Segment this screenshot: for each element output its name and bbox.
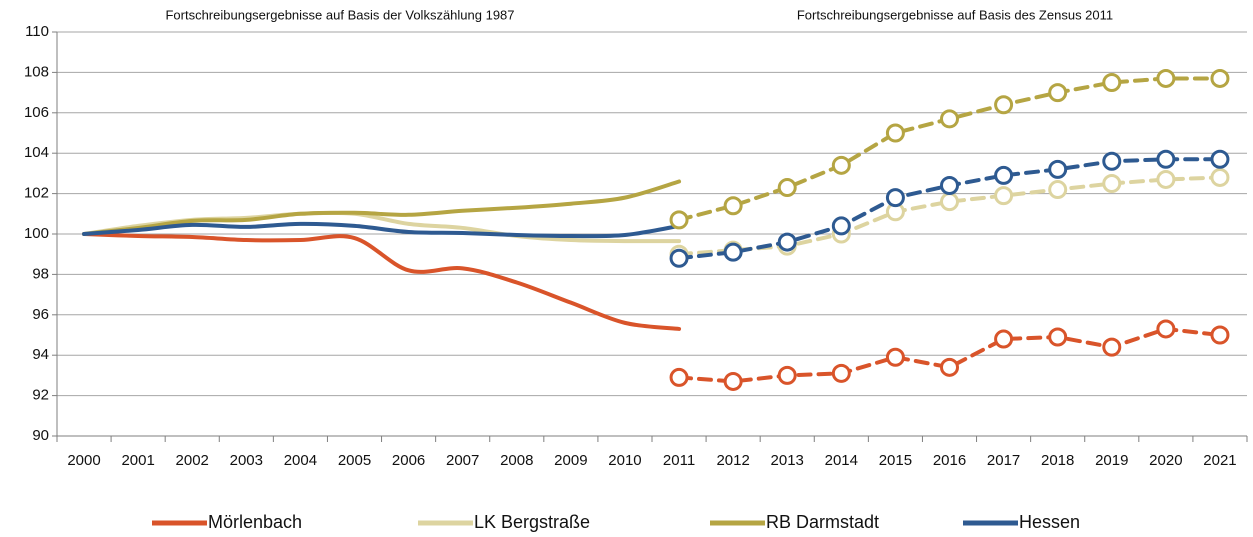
x-tick-label: 2014 [825,452,858,469]
marker [1156,169,1176,189]
y-tick-label: 106 [24,104,49,121]
x-tick-label: 2010 [608,452,641,469]
x-tick-label: 2009 [554,452,587,469]
x-tick-label: 2008 [500,452,533,469]
y-tick-label: 104 [24,144,49,161]
marker [1048,327,1068,347]
x-tick-label: 2015 [879,452,912,469]
x-tick-label: 2013 [771,452,804,469]
line [82,221,682,239]
marker [1156,319,1176,339]
marker [723,196,743,216]
marker [885,188,905,208]
marker [1210,325,1230,345]
x-tick-label: 2006 [392,452,425,469]
x-tick-label: 2000 [67,452,100,469]
x-tick-label: 2007 [446,452,479,469]
x-tick-label: 2021 [1203,452,1236,469]
line [82,232,682,331]
x-tick-label: 2012 [716,452,749,469]
legend-label: Hessen [1019,512,1080,532]
legend-label: Mörlenbach [208,512,302,532]
y-tick-label: 110 [25,23,49,40]
marker [1102,337,1122,357]
legend-label: RB Darmstadt [766,512,879,532]
x-tick-label: 2002 [176,452,209,469]
x-tick-label: 2005 [338,452,371,469]
x-tick-label: 2003 [230,452,263,469]
marker [1210,68,1230,88]
marker [1048,83,1068,103]
marker [940,357,959,377]
y-tick-label: 90 [32,427,49,444]
annotation: Fortschreibungsergebnisse auf Basis der … [165,7,514,22]
marker [1048,180,1068,200]
line [82,179,682,236]
zensus-line [677,326,1222,384]
marker [940,176,959,196]
y-tick-label: 96 [32,306,49,323]
x-tick-label: 2019 [1095,452,1128,469]
marker [723,371,743,391]
marker [994,165,1014,185]
marker [1210,149,1230,169]
y-tick-label: 98 [32,265,49,282]
x-tick-label: 2016 [933,452,966,469]
marker [1156,68,1176,88]
marker [669,210,689,230]
marker [831,216,851,236]
marker [777,178,797,198]
marker [669,367,689,387]
marker [994,329,1014,349]
marker [885,123,905,143]
marker [994,186,1014,206]
marker [777,232,797,252]
marker [1102,174,1122,193]
y-tick-label: 108 [24,63,49,80]
marker [723,242,743,262]
marker [940,192,959,212]
marker [1102,73,1122,92]
marker [831,363,851,383]
marker [1156,149,1176,169]
x-tick-label: 2001 [121,452,154,469]
marker [1210,167,1230,187]
x-tick-label: 2020 [1149,452,1182,469]
y-tick-label: 92 [32,387,49,404]
marker [994,95,1014,115]
x-tick-label: 2017 [987,452,1020,469]
annotation: Fortschreibungsergebnisse auf Basis des … [797,7,1113,22]
marker [1102,151,1122,171]
marker [669,248,689,268]
marker [831,155,851,175]
x-tick-label: 2018 [1041,452,1074,469]
y-tick-label: 102 [24,185,49,202]
legend-label: LK Bergstraße [474,512,590,532]
y-tick-label: 100 [24,225,49,242]
y-tick-label: 94 [32,346,49,363]
marker [777,365,797,385]
x-tick-label: 2011 [663,452,695,469]
x-tick-label: 2004 [284,452,317,469]
marker [940,109,959,129]
marker [1048,159,1068,179]
marker [885,347,905,367]
